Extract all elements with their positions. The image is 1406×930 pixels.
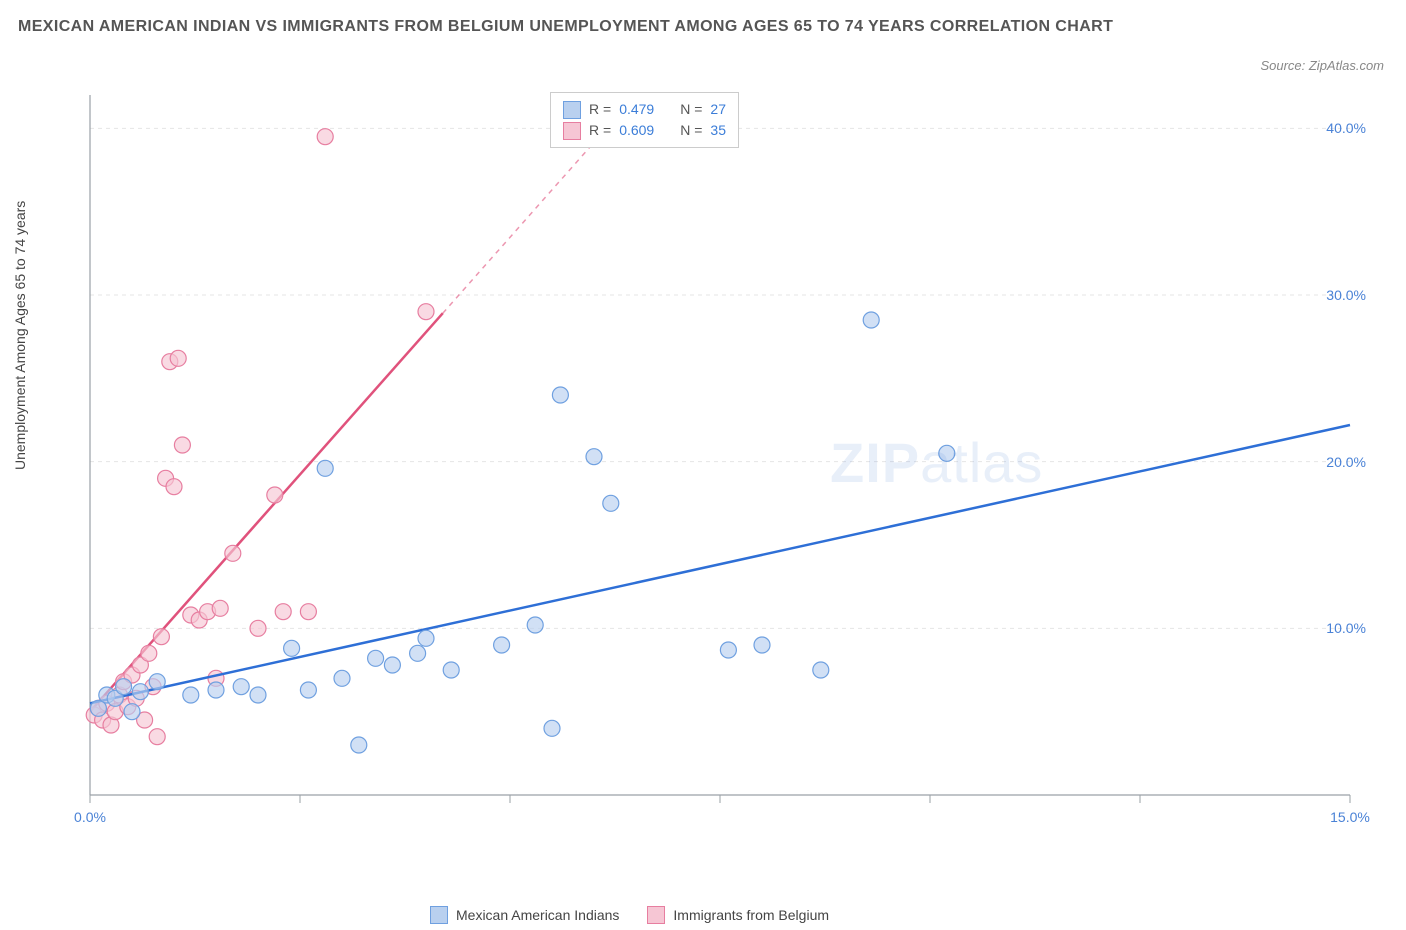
x-tick-label: 15.0% xyxy=(1330,809,1370,825)
legend-stat-row: R = 0.609 N = 35 xyxy=(563,120,726,141)
y-axis-label: Unemployment Among Ages 65 to 74 years xyxy=(12,201,28,470)
n-value: 27 xyxy=(710,99,726,120)
n-label: N = xyxy=(680,99,702,120)
chart-title: MEXICAN AMERICAN INDIAN VS IMMIGRANTS FR… xyxy=(18,14,1118,40)
legend-label: Immigrants from Belgium xyxy=(673,907,829,923)
r-label: R = xyxy=(589,120,611,141)
r-value: 0.479 xyxy=(619,99,654,120)
legend-swatch xyxy=(563,122,581,140)
r-label: R = xyxy=(589,99,611,120)
scatter-chart-svg xyxy=(70,95,1370,855)
legend-stat-row: R = 0.479 N = 27 xyxy=(563,99,726,120)
legend-correlation-stats: R = 0.479 N = 27 R = 0.609 N = 35 xyxy=(550,92,739,148)
legend-item: Mexican American Indians xyxy=(430,906,619,924)
legend-series: Mexican American Indians Immigrants from … xyxy=(430,906,829,924)
legend-swatch xyxy=(430,906,448,924)
legend-label: Mexican American Indians xyxy=(456,907,619,923)
source-attribution: Source: ZipAtlas.com xyxy=(1260,58,1384,73)
n-value: 35 xyxy=(710,120,726,141)
legend-swatch xyxy=(647,906,665,924)
x-tick-label: 0.0% xyxy=(74,809,106,825)
n-label: N = xyxy=(680,120,702,141)
legend-swatch xyxy=(563,101,581,119)
y-tick-label: 10.0% xyxy=(1326,620,1366,636)
chart-area: 10.0% 20.0% 30.0% 40.0% 0.0% 15.0% xyxy=(70,95,1370,855)
legend-item: Immigrants from Belgium xyxy=(647,906,829,924)
r-value: 0.609 xyxy=(619,120,654,141)
y-tick-label: 30.0% xyxy=(1326,287,1366,303)
y-tick-label: 40.0% xyxy=(1326,120,1366,136)
watermark: ZIPatlas xyxy=(830,430,1043,495)
y-tick-label: 20.0% xyxy=(1326,454,1366,470)
